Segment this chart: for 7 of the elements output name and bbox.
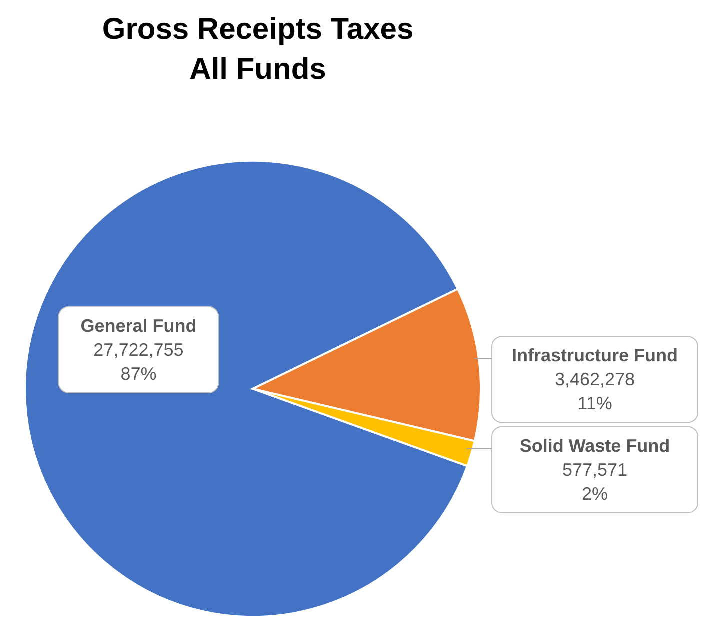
data-label: 27,722,755 87% [94, 340, 184, 384]
slice-label: General Fund [80, 316, 197, 336]
slice-label: Solid Waste Fund [520, 436, 670, 456]
slice-label: Infrastructure Fund [512, 346, 678, 366]
chart-title: Gross Receipts Taxes All Funds [101, 12, 415, 88]
data-label: 577,571 2% [562, 460, 628, 504]
data-label: 3,462,278 11% [554, 370, 636, 414]
